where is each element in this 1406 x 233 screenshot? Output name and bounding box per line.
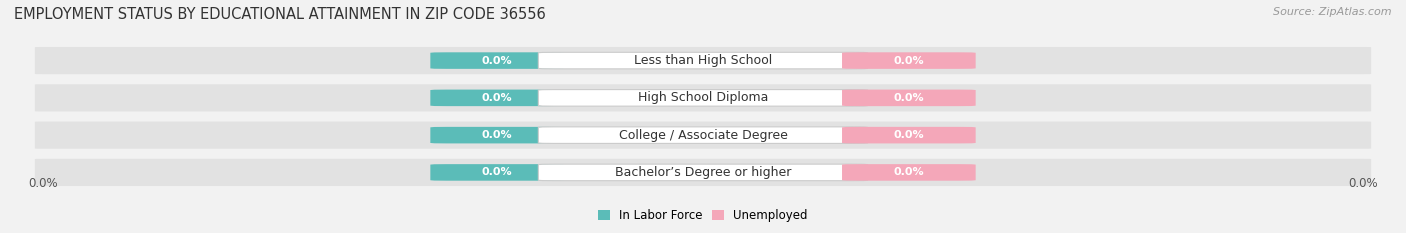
Text: High School Diploma: High School Diploma [638,91,768,104]
Text: 0.0%: 0.0% [482,168,512,177]
Text: 0.0%: 0.0% [894,93,924,103]
FancyBboxPatch shape [842,164,976,181]
Text: 0.0%: 0.0% [482,93,512,103]
FancyBboxPatch shape [538,89,868,106]
Legend: In Labor Force, Unemployed: In Labor Force, Unemployed [593,205,813,227]
Text: EMPLOYMENT STATUS BY EDUCATIONAL ATTAINMENT IN ZIP CODE 36556: EMPLOYMENT STATUS BY EDUCATIONAL ATTAINM… [14,7,546,22]
FancyBboxPatch shape [35,159,1371,186]
FancyBboxPatch shape [35,122,1371,149]
Text: 0.0%: 0.0% [28,177,58,190]
FancyBboxPatch shape [35,84,1371,111]
Text: 0.0%: 0.0% [482,56,512,65]
FancyBboxPatch shape [842,89,976,106]
Text: 0.0%: 0.0% [894,56,924,65]
FancyBboxPatch shape [538,127,868,144]
Text: 0.0%: 0.0% [1348,177,1378,190]
FancyBboxPatch shape [842,52,976,69]
Text: 0.0%: 0.0% [894,130,924,140]
Text: College / Associate Degree: College / Associate Degree [619,129,787,142]
FancyBboxPatch shape [430,127,564,144]
Text: 0.0%: 0.0% [482,130,512,140]
FancyBboxPatch shape [430,164,564,181]
Text: Source: ZipAtlas.com: Source: ZipAtlas.com [1274,7,1392,17]
FancyBboxPatch shape [842,127,976,144]
Text: 0.0%: 0.0% [894,168,924,177]
FancyBboxPatch shape [430,52,564,69]
Text: Less than High School: Less than High School [634,54,772,67]
FancyBboxPatch shape [538,52,868,69]
Text: Bachelor’s Degree or higher: Bachelor’s Degree or higher [614,166,792,179]
FancyBboxPatch shape [538,164,868,181]
FancyBboxPatch shape [430,89,564,106]
FancyBboxPatch shape [35,47,1371,74]
